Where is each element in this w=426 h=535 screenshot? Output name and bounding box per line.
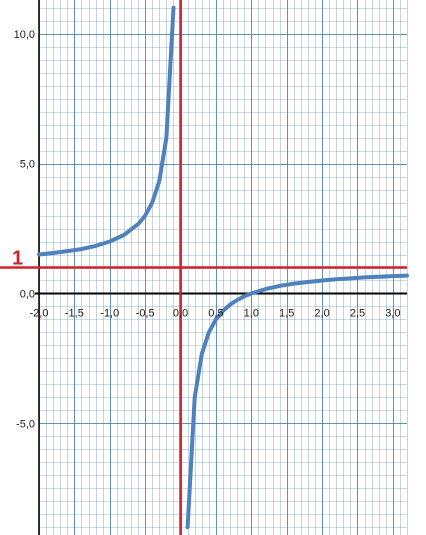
x-tick-label: -0,5 (136, 307, 155, 319)
annotations: 1 (12, 248, 23, 270)
curve-branch-2 (185, 273, 409, 530)
x-tick-label: 2,5 (350, 307, 365, 319)
x-tick-label: -1,0 (100, 307, 119, 319)
horizontal-asymptote-label: 1 (12, 248, 23, 270)
x-tick-label: 0,5 (208, 307, 223, 319)
x-tick-label: 1,0 (244, 307, 259, 319)
x-tick-label: 2,0 (314, 307, 329, 319)
curve-branch-1 (37, 5, 176, 257)
asymptotes (0, 0, 407, 535)
curves (37, 5, 409, 530)
x-tick-label: 1,5 (279, 307, 294, 319)
y-tick-label: 10,0 (14, 29, 35, 41)
x-tick-label: -1,5 (65, 307, 84, 319)
x-tick-labels: -2,0 -1,5 -1,0 -0,5 0,0 0,5 1,0 1,5 2,0 2,5 3,0 (30, 307, 401, 319)
x-tick-label: 3,0 (385, 307, 400, 319)
y-tick-labels: 10,0 5,0 0,0 -5,0 (14, 29, 35, 431)
x-tick-label: -2,0 (30, 307, 49, 319)
x-tick-label: 0,0 (173, 307, 188, 319)
y-tick-label: 5,0 (20, 159, 35, 171)
y-tick-label: 0,0 (20, 288, 35, 300)
y-tick-label: -5,0 (16, 418, 35, 430)
